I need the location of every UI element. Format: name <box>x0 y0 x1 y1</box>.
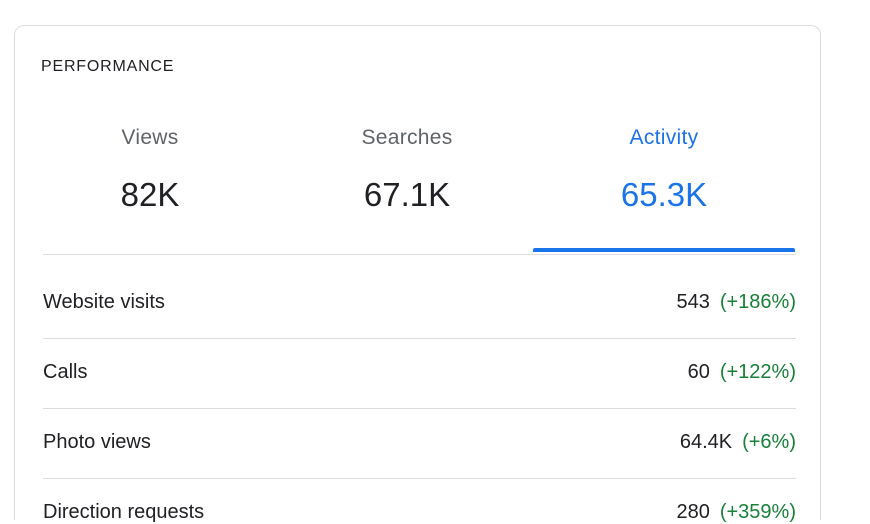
row-label: Website visits <box>43 291 165 313</box>
metric-row: Website visits 543 (+186%) <box>43 291 796 314</box>
active-indicator <box>533 248 795 252</box>
row-change: (+359%) <box>719 501 796 523</box>
tab-value: 67.1K <box>363 176 451 213</box>
metric-tab[interactable]: Views 82K <box>19 126 281 214</box>
divider <box>43 254 796 255</box>
row-change: (+6%) <box>742 431 796 453</box>
row-value-group: 64.4K (+6%) <box>680 431 796 454</box>
row-label: Photo views <box>43 431 151 453</box>
metric-row: Photo views 64.4K (+6%) <box>43 431 796 454</box>
tab-value: 65.3K <box>620 176 708 213</box>
row-value: 543 <box>676 291 710 313</box>
row-divider <box>43 408 796 409</box>
row-value-group: 543 (+186%) <box>676 291 796 314</box>
metric-row: Direction requests 280 (+359%) <box>43 501 796 524</box>
row-value: 60 <box>687 361 710 383</box>
row-label: Calls <box>43 361 88 383</box>
tab-label: Views <box>121 126 179 149</box>
row-value-group: 280 (+359%) <box>676 501 796 524</box>
tab-label: Searches <box>361 126 453 149</box>
row-value: 64.4K <box>679 431 733 453</box>
row-value: 280 <box>676 501 710 523</box>
metric-row: Calls 60 (+122%) <box>43 361 796 384</box>
tab-label: Activity <box>629 126 699 149</box>
metric-tab[interactable]: Activity 65.3K <box>533 126 795 252</box>
row-divider <box>43 478 796 479</box>
card-title: PERFORMANCE <box>41 58 175 75</box>
row-value-group: 60 (+122%) <box>688 361 796 384</box>
tab-value: 82K <box>120 176 180 213</box>
row-change: (+122%) <box>719 361 796 383</box>
row-change: (+186%) <box>719 291 796 313</box>
row-divider <box>43 338 796 339</box>
row-label: Direction requests <box>43 501 205 523</box>
performance-card: PERFORMANCE Views 82K Searches 67.1K Activit… <box>14 25 821 523</box>
metric-tab[interactable]: Searches 67.1K <box>276 126 538 214</box>
